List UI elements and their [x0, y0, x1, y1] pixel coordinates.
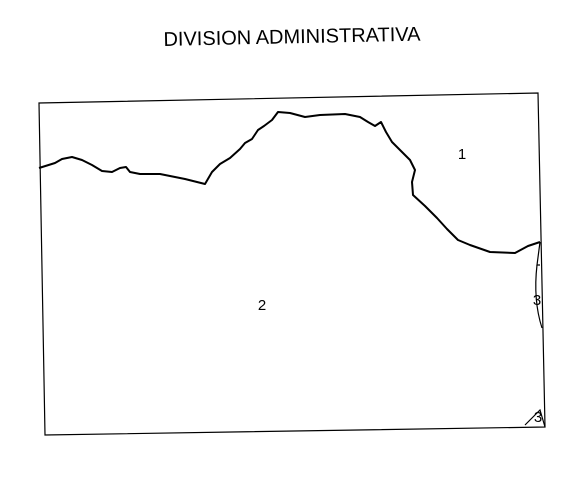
- region-label: 3: [533, 292, 541, 309]
- map-title: DIVISION ADMINISTRATIVA: [163, 24, 421, 51]
- map-frame: [38, 92, 546, 436]
- region-border: [536, 241, 541, 266]
- region-label: 3: [534, 409, 542, 426]
- region-label: 2: [258, 297, 266, 314]
- region-label: 1: [458, 146, 466, 163]
- region-border: [524, 408, 546, 428]
- region-border: [535, 264, 543, 329]
- region-border: [38, 111, 541, 254]
